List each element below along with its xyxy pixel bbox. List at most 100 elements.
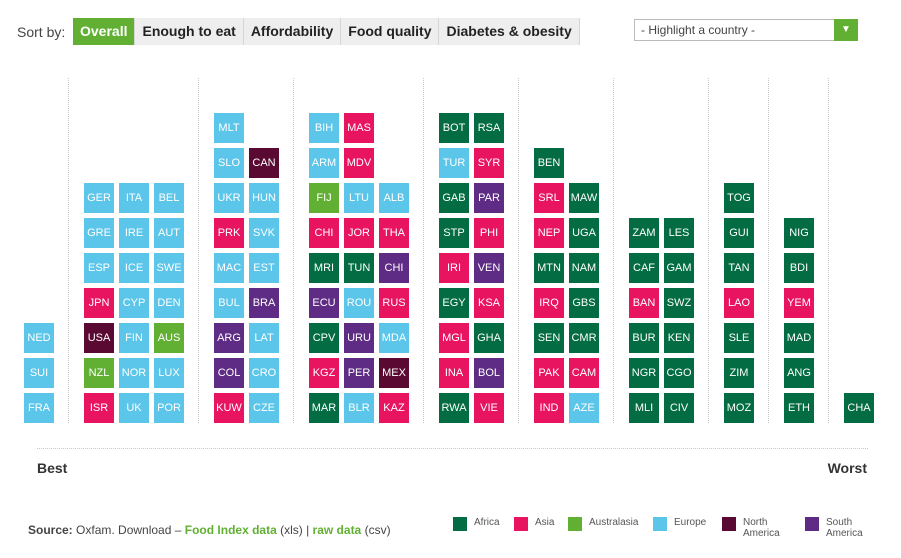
triangle-down-icon[interactable]: ▼ [834, 19, 858, 41]
country-cell-hun[interactable]: HUN [249, 183, 279, 213]
country-cell-gui[interactable]: GUI [724, 218, 754, 248]
country-cell-rou[interactable]: ROU [344, 288, 374, 318]
highlight-country-select[interactable]: - Highlight a country - ▼ [634, 19, 858, 41]
country-cell-mgl[interactable]: MGL [439, 323, 469, 353]
country-cell-civ[interactable]: CIV [664, 393, 694, 423]
country-cell-mli[interactable]: MLI [629, 393, 659, 423]
country-cell-mda[interactable]: MDA [379, 323, 409, 353]
sort-tab-diabetes-obesity[interactable]: Diabetes & obesity [439, 18, 580, 45]
country-cell-arg[interactable]: ARG [214, 323, 244, 353]
country-cell-ukr[interactable]: UKR [214, 183, 244, 213]
country-cell-nep[interactable]: NEP [534, 218, 564, 248]
country-cell-sui[interactable]: SUI [24, 358, 54, 388]
country-cell-jor[interactable]: JOR [344, 218, 374, 248]
country-cell-ven[interactable]: VEN [474, 253, 504, 283]
country-cell-arm[interactable]: ARM [309, 148, 339, 178]
country-cell-uru[interactable]: URU [344, 323, 374, 353]
country-cell-jpn[interactable]: JPN [84, 288, 114, 318]
sort-tab-overall[interactable]: Overall [73, 18, 136, 45]
country-cell-swz[interactable]: SWZ [664, 288, 694, 318]
country-cell-esp[interactable]: ESP [84, 253, 114, 283]
country-cell-prk[interactable]: PRK [214, 218, 244, 248]
country-cell-bra[interactable]: BRA [249, 288, 279, 318]
country-cell-syr[interactable]: SYR [474, 148, 504, 178]
country-cell-ngr[interactable]: NGR [629, 358, 659, 388]
country-cell-mdv[interactable]: MDV [344, 148, 374, 178]
country-cell-blr[interactable]: BLR [344, 393, 374, 423]
country-cell-kgz[interactable]: KGZ [309, 358, 339, 388]
country-cell-nor[interactable]: NOR [119, 358, 149, 388]
country-cell-gab[interactable]: GAB [439, 183, 469, 213]
country-cell-tan[interactable]: TAN [724, 253, 754, 283]
country-cell-uga[interactable]: UGA [569, 218, 599, 248]
sort-tab-affordability[interactable]: Affordability [243, 18, 342, 45]
country-cell-rsa[interactable]: RSA [474, 113, 504, 143]
country-cell-den[interactable]: DEN [154, 288, 184, 318]
country-cell-vie[interactable]: VIE [474, 393, 504, 423]
country-cell-bul[interactable]: BUL [214, 288, 244, 318]
country-cell-ltu[interactable]: LTU [344, 183, 374, 213]
country-cell-ksa[interactable]: KSA [474, 288, 504, 318]
country-cell-ban[interactable]: BAN [629, 288, 659, 318]
country-cell-fin[interactable]: FIN [119, 323, 149, 353]
country-cell-cmr[interactable]: CMR [569, 323, 599, 353]
country-cell-srl[interactable]: SRL [534, 183, 564, 213]
country-cell-ice[interactable]: ICE [119, 253, 149, 283]
country-cell-swe[interactable]: SWE [154, 253, 184, 283]
country-cell-ina[interactable]: INA [439, 358, 469, 388]
country-cell-mtn[interactable]: MTN [534, 253, 564, 283]
country-cell-tun[interactable]: TUN [344, 253, 374, 283]
country-cell-bih[interactable]: BIH [309, 113, 339, 143]
country-cell-ned[interactable]: NED [24, 323, 54, 353]
country-cell-irq[interactable]: IRQ [534, 288, 564, 318]
country-cell-tha[interactable]: THA [379, 218, 409, 248]
country-cell-alb[interactable]: ALB [379, 183, 409, 213]
country-cell-por[interactable]: POR [154, 393, 184, 423]
country-cell-mri[interactable]: MRI [309, 253, 339, 283]
country-cell-tur[interactable]: TUR [439, 148, 469, 178]
country-cell-uk[interactable]: UK [119, 393, 149, 423]
country-cell-lat[interactable]: LAT [249, 323, 279, 353]
country-cell-pak[interactable]: PAK [534, 358, 564, 388]
country-cell-moz[interactable]: MOZ [724, 393, 754, 423]
country-cell-mlt[interactable]: MLT [214, 113, 244, 143]
country-cell-bur[interactable]: BUR [629, 323, 659, 353]
country-cell-tog[interactable]: TOG [724, 183, 754, 213]
country-cell-mex[interactable]: MEX [379, 358, 409, 388]
country-cell-zim[interactable]: ZIM [724, 358, 754, 388]
country-cell-chi[interactable]: CHI [309, 218, 339, 248]
country-cell-isr[interactable]: ISR [84, 393, 114, 423]
country-cell-cro[interactable]: CRO [249, 358, 279, 388]
raw-data-link[interactable]: raw data [312, 523, 362, 537]
country-cell-ita[interactable]: ITA [119, 183, 149, 213]
country-cell-egy[interactable]: EGY [439, 288, 469, 318]
country-cell-maw[interactable]: MAW [569, 183, 599, 213]
country-cell-can[interactable]: CAN [249, 148, 279, 178]
country-cell-nam[interactable]: NAM [569, 253, 599, 283]
country-cell-kaz[interactable]: KAZ [379, 393, 409, 423]
country-cell-bot[interactable]: BOT [439, 113, 469, 143]
country-cell-rus[interactable]: RUS [379, 288, 409, 318]
country-cell-cgo[interactable]: CGO [664, 358, 694, 388]
country-cell-eth[interactable]: ETH [784, 393, 814, 423]
country-cell-ang[interactable]: ANG [784, 358, 814, 388]
country-cell-ecu[interactable]: ECU [309, 288, 339, 318]
country-cell-chi[interactable]: CHI [379, 253, 409, 283]
country-cell-aut[interactable]: AUT [154, 218, 184, 248]
country-cell-cpv[interactable]: CPV [309, 323, 339, 353]
country-cell-ben[interactable]: BEN [534, 148, 564, 178]
country-cell-caf[interactable]: CAF [629, 253, 659, 283]
country-cell-gbs[interactable]: GBS [569, 288, 599, 318]
country-cell-svk[interactable]: SVK [249, 218, 279, 248]
country-cell-aze[interactable]: AZE [569, 393, 599, 423]
country-cell-mac[interactable]: MAC [214, 253, 244, 283]
country-cell-per[interactable]: PER [344, 358, 374, 388]
country-cell-zam[interactable]: ZAM [629, 218, 659, 248]
country-cell-bol[interactable]: BOL [474, 358, 504, 388]
country-cell-rwa[interactable]: RWA [439, 393, 469, 423]
country-cell-fij[interactable]: FIJ [309, 183, 339, 213]
country-cell-par[interactable]: PAR [474, 183, 504, 213]
country-cell-iri[interactable]: IRI [439, 253, 469, 283]
sort-tab-enough-to-eat[interactable]: Enough to eat [135, 18, 244, 45]
country-cell-phi[interactable]: PHI [474, 218, 504, 248]
